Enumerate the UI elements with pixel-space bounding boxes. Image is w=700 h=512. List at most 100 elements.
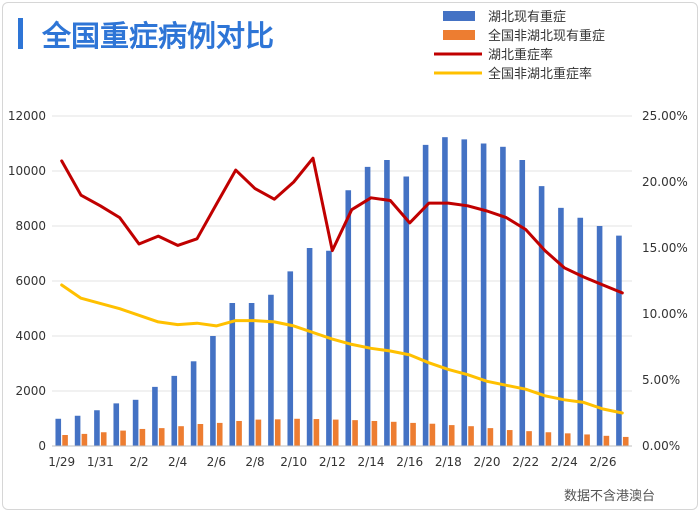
bar [429,423,436,446]
bar [410,422,416,446]
gridlines [52,115,632,392]
series-line [60,156,624,295]
bar [622,436,629,446]
x-axis-tick-label: 2/24 [551,455,578,469]
x-axis-tick-label: 1/31 [87,455,114,469]
bar [294,418,300,446]
bar [268,294,274,446]
right-axis-tick-label: 0.00% [642,439,680,453]
bar [158,428,165,446]
bar [113,403,120,446]
bar [94,410,100,446]
bar [287,271,294,446]
chart-title: 全国重症病例对比 [41,19,274,53]
bar [171,375,178,446]
bar [577,217,584,446]
right-axis-tick-label: 25.00% [642,109,688,123]
bar [558,207,564,446]
right-axis-tick-label: 5.00% [642,373,680,387]
bar [603,435,610,446]
x-axis-tick-label: 2/14 [358,455,385,469]
bar [132,399,139,446]
x-axis-tick-label: 2/8 [245,455,264,469]
bar [422,144,429,446]
bar [326,250,332,446]
bar [468,426,474,446]
bar [345,190,352,446]
bar [120,430,126,446]
legend-label: 全国非湖北重症率 [488,66,592,82]
x-axis-tick-label: 2/20 [474,455,501,469]
left-axis-tick-label: 4000 [15,329,46,343]
bar [216,422,223,446]
bar [229,303,236,446]
bar [352,420,358,446]
title-area: 全国重症病例对比 [18,18,274,53]
legend-label: 全国非湖北现有重症 [488,28,605,44]
bars [55,137,629,447]
lines [60,156,624,415]
legend-swatch [443,11,475,21]
left-axis-tick-label: 8000 [15,219,46,233]
bar [538,186,545,446]
title-accent-bar [18,18,23,49]
x-axis-tick-label: 2/12 [319,455,346,469]
bar [500,146,506,447]
bar [403,176,410,446]
x-axis-tick-label: 2/16 [396,455,423,469]
bar [100,432,107,446]
footnote: 数据不含港澳台 [564,488,655,504]
bar [178,426,184,446]
bar [526,431,532,446]
bar [461,139,468,446]
bar [371,420,378,446]
left-axis-tick-label: 0 [38,439,46,453]
bar [390,421,397,446]
bar [274,419,281,446]
x-axis-tick-label: 2/6 [207,455,226,469]
bar [81,433,88,446]
x-axis-tick-label: 2/10 [280,455,307,469]
bar [236,420,242,446]
left-axis-tick-label: 2000 [15,384,46,398]
bar [448,425,455,446]
bar [62,435,68,446]
bar [487,428,494,446]
bar [506,430,513,446]
legend-label: 湖北重症率 [488,47,553,63]
bar [584,434,590,446]
x-axis-tick-label: 2/18 [435,455,462,469]
right-axis-tick-label: 10.00% [642,307,688,321]
bar [384,160,390,446]
bar [74,415,81,446]
right-axis-tick-label: 20.00% [642,175,688,189]
bar [197,424,204,446]
x-axis-tick-label: 2/22 [512,455,539,469]
x-axis-tick-label: 2/26 [590,455,617,469]
left-axis-tick-label: 6000 [15,274,46,288]
legend-label: 湖北现有重症 [488,9,566,25]
bar [248,303,255,446]
x-axis-tick-label: 2/4 [168,455,187,469]
x-axis-tick-label: 2/2 [129,455,148,469]
left-axis-tick-label: 12000 [8,109,46,123]
bar [139,428,146,446]
bar [564,433,571,446]
bar [190,361,197,446]
bar [152,386,158,446]
bar [442,137,448,447]
bar [332,419,339,446]
right-axis-tick-label: 15.00% [642,241,688,255]
bar [255,419,262,446]
bar [55,418,62,446]
bar [519,160,526,446]
bar [616,235,622,446]
series-line [60,283,624,415]
bar [480,143,487,446]
bar [313,419,320,446]
bar [306,248,313,446]
bar [364,166,371,446]
axes: 0 2000 4000 6000 8000 10000 12000 0.00% 5.00% 10.… [8,109,688,469]
